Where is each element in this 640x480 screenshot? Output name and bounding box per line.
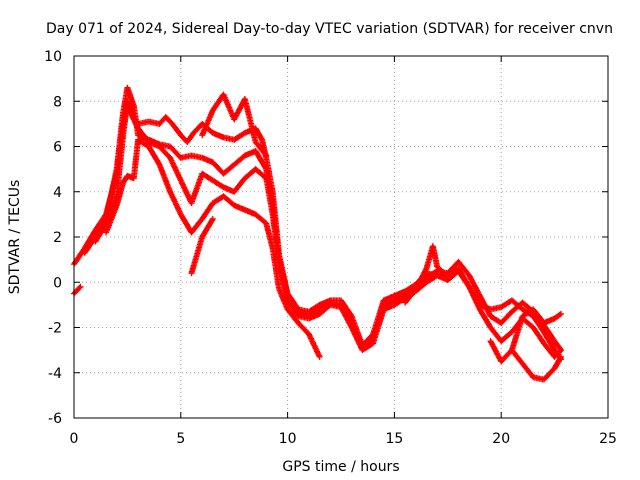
data-markers [103, 136, 323, 360]
series-track-5 [199, 91, 270, 159]
x-tick-label: 15 [385, 431, 403, 447]
y-tick-labels: -6 -4 -2 0 2 4 6 8 10 [44, 49, 62, 427]
x-tick-label: 10 [279, 431, 297, 447]
data-markers [402, 243, 451, 306]
x-tick-labels: 0 5 10 15 20 25 [70, 431, 617, 447]
series-track-3 [92, 98, 564, 360]
y-tick-label: -6 [48, 411, 62, 427]
x-tick-label: 25 [599, 431, 617, 447]
y-tick-label: 8 [53, 94, 62, 110]
series-track-4 [103, 136, 323, 360]
x-tick-label: 0 [70, 431, 79, 447]
y-tick-label: -2 [48, 321, 62, 337]
series-track-10 [487, 306, 564, 365]
y-tick-label: 10 [44, 49, 62, 65]
series-track-8 [402, 243, 451, 306]
y-axis-label: SDTVAR / TECUs [7, 180, 23, 295]
data-markers [487, 306, 564, 365]
series-track-7 [71, 283, 84, 297]
data-markers [71, 283, 84, 297]
series-track-6 [188, 215, 216, 277]
y-tick-label: 0 [53, 275, 62, 291]
data-markers [188, 215, 216, 277]
x-tick-label: 5 [176, 431, 185, 447]
y-tick-label: 2 [53, 230, 62, 246]
y-tick-label: 6 [53, 140, 62, 156]
tick-marks [73, 55, 609, 419]
data-markers [199, 91, 270, 159]
data-markers [92, 98, 564, 360]
y-tick-label: 4 [53, 185, 62, 201]
chart-title: Day 071 of 2024, Sidereal Day-to-day VTE… [46, 21, 613, 37]
y-tick-label: -4 [48, 366, 62, 382]
grid [74, 56, 608, 418]
data-points [71, 84, 564, 383]
x-axis-label: GPS time / hours [282, 459, 399, 475]
x-tick-label: 20 [492, 431, 510, 447]
